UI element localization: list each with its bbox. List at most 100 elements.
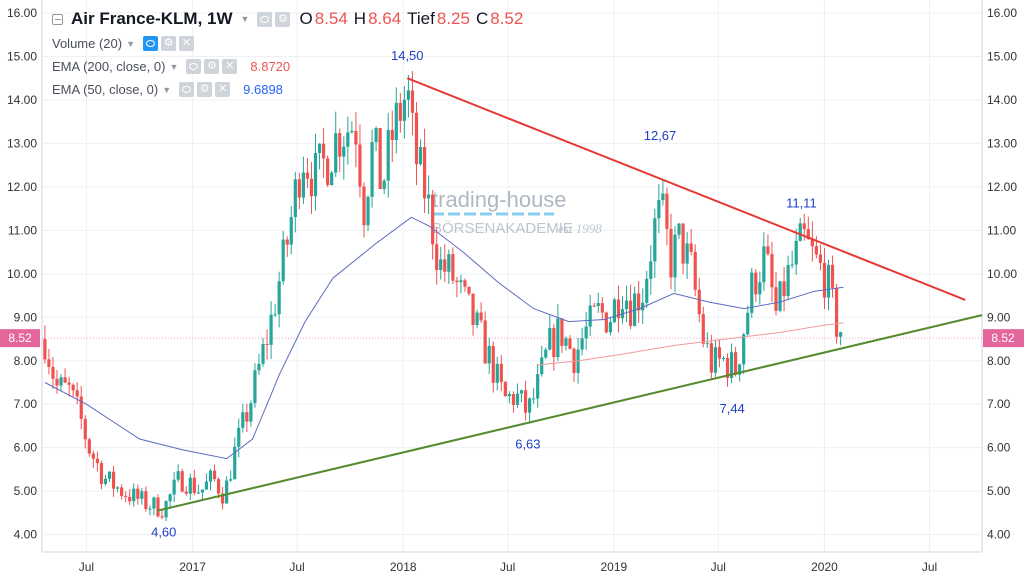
candle-body	[511, 394, 516, 405]
y-tick-label-left: 16.00	[7, 6, 37, 20]
watermark-title: trading-house	[432, 187, 567, 212]
candle-body	[471, 293, 475, 325]
x-tick-label: 2018	[390, 560, 417, 574]
price-annotation: 11,11	[786, 196, 817, 211]
last-price-badges: 8.52 8.52	[0, 329, 1024, 348]
candle-body	[552, 328, 556, 358]
candle-body	[184, 491, 188, 494]
candle-body	[51, 366, 55, 379]
candle-body	[410, 90, 415, 113]
candle-body	[277, 281, 281, 315]
price-annotation: 14,50	[391, 48, 424, 63]
candle-body	[212, 470, 217, 480]
gear-icon[interactable]: ⚙	[275, 11, 291, 27]
candle-body	[536, 374, 540, 399]
candle-body	[249, 403, 253, 422]
candle-body	[95, 458, 99, 464]
candle-body	[156, 497, 160, 517]
candle-body	[120, 487, 124, 496]
candle-body	[115, 487, 120, 489]
candle-body	[390, 130, 394, 141]
candle-body	[766, 246, 770, 255]
candle-body	[439, 259, 443, 270]
eye-icon[interactable]	[179, 82, 195, 97]
candle-body	[564, 338, 568, 346]
gear-icon[interactable]: ⚙	[204, 59, 220, 74]
ema200-line	[536, 322, 844, 366]
legend-ema50-row: EMA (50, close, 0) ▼ ⚙ ✕ 9.6898	[52, 78, 523, 101]
candle-body	[188, 477, 192, 494]
y-tick-label-left: 7.00	[14, 397, 38, 411]
candle-body	[269, 314, 273, 345]
candle-body	[338, 133, 342, 157]
chevron-down-icon[interactable]: ▼	[126, 38, 136, 49]
candle-body	[499, 363, 503, 383]
gear-icon[interactable]: ⚙	[197, 82, 213, 97]
candle-body	[225, 480, 229, 504]
eye-icon[interactable]	[143, 36, 159, 51]
chevron-down-icon[interactable]: ▼	[240, 14, 250, 24]
candle-body	[604, 312, 608, 333]
candle-body	[693, 251, 697, 290]
candle-body	[657, 200, 661, 219]
low-value: 8.25	[436, 9, 470, 28]
candle-body	[527, 398, 532, 413]
candle-body	[354, 130, 358, 145]
close-icon[interactable]: ✕	[179, 36, 195, 51]
candle-body	[265, 343, 269, 345]
symbol-title[interactable]: Air France-KLM, 1W	[71, 9, 233, 28]
gear-icon[interactable]: ⚙	[161, 36, 177, 51]
candle-body	[418, 147, 423, 165]
candle-body	[422, 147, 427, 199]
candle-body	[47, 359, 51, 367]
candle-body	[447, 254, 451, 272]
candle-body	[717, 347, 722, 359]
candle-body	[414, 112, 419, 165]
candle-body	[273, 314, 277, 316]
eye-icon[interactable]	[257, 11, 273, 27]
candle-body	[830, 264, 835, 288]
chevron-down-icon[interactable]: ▼	[162, 84, 172, 95]
y-tick-label-right: 13.00	[987, 136, 1017, 150]
candle-body	[99, 463, 104, 484]
eye-icon[interactable]	[186, 59, 202, 74]
ema200-label[interactable]: EMA (200, close, 0)	[52, 59, 166, 74]
candle-body	[532, 398, 536, 400]
candle-body	[63, 377, 67, 383]
y-tick-label-left: 15.00	[7, 50, 37, 64]
candle-body	[754, 272, 758, 295]
candle-body	[350, 130, 354, 133]
close-icon[interactable]: ✕	[222, 59, 238, 74]
volume-label[interactable]: Volume (20)	[52, 36, 123, 51]
candle-body	[834, 287, 839, 337]
x-tick-label: 2017	[179, 560, 206, 574]
candle-body	[580, 338, 584, 350]
candle-body	[152, 497, 156, 509]
candle-body	[746, 312, 750, 335]
candle-body	[83, 418, 87, 440]
low-label: Tief	[407, 9, 435, 28]
candle-body	[822, 262, 827, 298]
open-label: O	[299, 9, 313, 28]
support-trendline	[157, 314, 983, 512]
candle-body	[317, 143, 322, 154]
y-tick-label-right: 7.00	[987, 397, 1011, 411]
candle-body	[515, 393, 520, 405]
y-tick-label-left: 9.00	[14, 310, 38, 324]
candle-body	[548, 328, 552, 350]
candle-body	[681, 223, 685, 264]
candle-body	[208, 470, 213, 482]
candle-body	[540, 357, 544, 375]
x-tick-label: Jul	[922, 560, 937, 574]
ema50-label[interactable]: EMA (50, close, 0)	[52, 82, 159, 97]
candle-body	[483, 320, 487, 364]
candle-body	[665, 193, 669, 229]
last-price-label-right: 8.52	[991, 331, 1015, 345]
candle-body	[358, 144, 362, 187]
chevron-down-icon[interactable]: ▼	[169, 61, 179, 72]
close-icon[interactable]: ✕	[215, 82, 231, 97]
y-tick-label-left: 13.00	[7, 136, 37, 150]
y-tick-label-left: 10.00	[7, 267, 37, 281]
collapse-legend-icon[interactable]	[52, 13, 63, 25]
